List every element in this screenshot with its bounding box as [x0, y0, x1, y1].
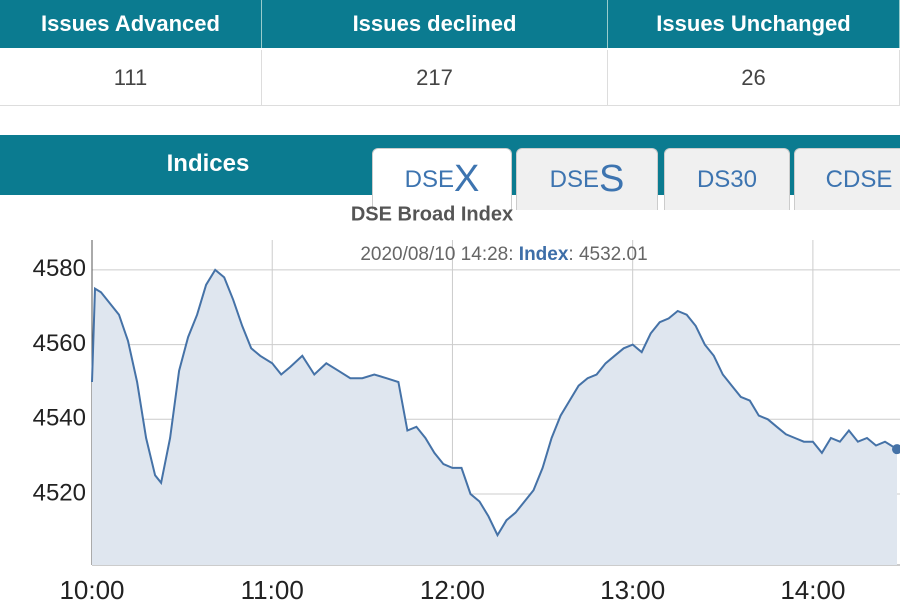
tab[interactable]: DS30 — [664, 148, 790, 210]
tab-prefix: DSE — [549, 165, 599, 193]
x-tick-label: 10:00 — [59, 575, 124, 600]
readout: 2020/08/10 14:28: Index: 4532.01 — [360, 244, 647, 265]
chart: 14:00 13:00 12:00 11:00 10:00 4580 4560 4540 452… — [33, 203, 900, 600]
x-tick-label: 14:00 — [780, 575, 845, 600]
cell: 26 — [608, 50, 900, 106]
line — [91, 268, 898, 538]
tab-suffix: S — [599, 158, 625, 200]
tab-suffix: X — [454, 158, 480, 200]
x-tick-label: 13:00 — [600, 575, 665, 600]
y-tick-label: 4520 — [33, 479, 86, 506]
column-header: Issues Unchanged — [608, 0, 900, 48]
area — [92, 269, 897, 565]
last-point — [891, 444, 900, 455]
tab[interactable]: CDSE — [794, 148, 900, 210]
x-tick-label: 12:00 — [420, 575, 485, 600]
column-header: Issues declined — [262, 0, 608, 48]
readout-time: 2020/08/10 14:28: — [360, 244, 513, 265]
tab[interactable]: DSE S — [516, 148, 658, 210]
cell: 217 — [262, 50, 608, 106]
cell: 111 — [0, 50, 262, 106]
tabs-label: Indices — [166, 150, 250, 177]
y-tick-label: 4540 — [33, 405, 86, 432]
readout-separator: : — [568, 244, 573, 265]
column-header: Issues Advanced — [0, 0, 262, 48]
chart-title: DSE Broad Index — [351, 203, 513, 225]
tab[interactable]: DSE X — [372, 148, 512, 210]
readout-label: Index — [519, 244, 569, 265]
tab-prefix: DSE — [404, 165, 454, 193]
y-tick-label: 4560 — [33, 330, 86, 357]
x-tick-label: 11:00 — [241, 575, 304, 600]
readout-value: 4532.01 — [579, 244, 648, 265]
y-tick-label: 4580 — [33, 255, 86, 282]
